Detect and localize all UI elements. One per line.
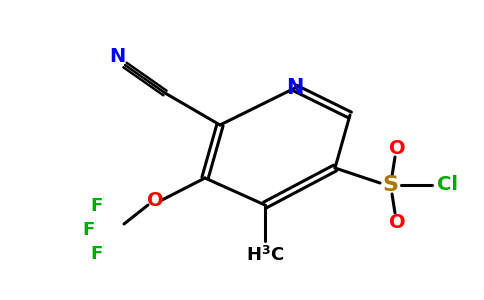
Text: H: H <box>246 246 261 264</box>
Text: N: N <box>109 47 125 67</box>
Text: C: C <box>270 246 283 264</box>
Text: 3: 3 <box>261 244 270 257</box>
Text: F: F <box>82 221 94 239</box>
Text: F: F <box>90 245 102 263</box>
Text: N: N <box>287 78 303 98</box>
Text: O: O <box>389 139 405 158</box>
Text: S: S <box>382 175 398 195</box>
Text: Cl: Cl <box>438 176 458 194</box>
Text: O: O <box>147 190 163 209</box>
Text: F: F <box>90 197 102 215</box>
Text: O: O <box>389 212 405 232</box>
